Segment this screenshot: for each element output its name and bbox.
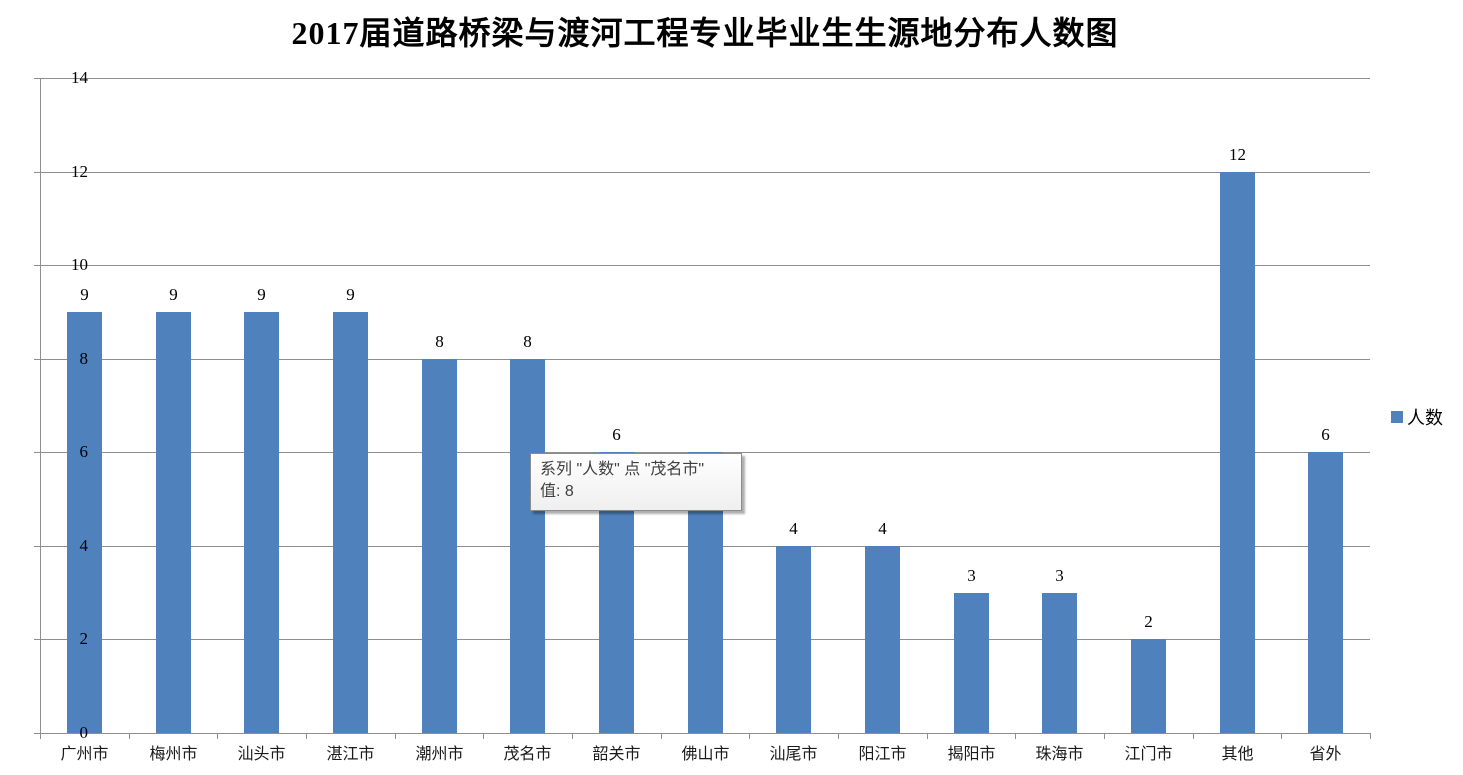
x-axis-tick (217, 733, 218, 739)
x-axis-label[interactable]: 汕头市 (237, 746, 286, 763)
y-axis-tick (34, 733, 40, 734)
y-axis-tick-label: 10 (71, 255, 88, 274)
legend-marker-icon (1391, 411, 1403, 423)
y-axis-tick-label: 2 (79, 629, 89, 648)
bar-value-label: 6 (612, 425, 621, 444)
plot-area: 9 9 9 9 8 8 6 4 4 3 3 2 12 6 (34, 78, 1371, 739)
bar-省外[interactable] (1308, 452, 1343, 733)
bar-value-label: 9 (169, 285, 178, 304)
gridline (40, 733, 1370, 734)
x-axis-label[interactable]: 揭阳市 (947, 746, 996, 763)
bar-阳江市[interactable] (865, 546, 900, 733)
x-axis-tick (395, 733, 396, 739)
x-axis-tick (572, 733, 573, 739)
y-axis-tick (34, 546, 40, 547)
bar-value-label: 4 (789, 519, 798, 538)
bar-梅州市[interactable] (156, 312, 191, 733)
bar-江门市[interactable] (1131, 639, 1166, 733)
x-axis-tick (129, 733, 130, 739)
bar-value-label: 3 (1055, 566, 1064, 585)
bar-value-label: 2 (1144, 612, 1153, 631)
bar-value-label: 9 (257, 285, 266, 304)
y-axis-tick-label: 6 (79, 442, 89, 461)
x-axis-tick (1281, 733, 1282, 739)
bar-value-label: 4 (878, 519, 887, 538)
y-axis-tick-label: 0 (79, 723, 89, 742)
x-axis-label[interactable]: 湛江市 (326, 746, 375, 763)
bar-value-label: 8 (523, 332, 532, 351)
x-axis-label[interactable]: 佛山市 (681, 746, 730, 763)
bar-汕头市[interactable] (244, 312, 279, 733)
legend[interactable]: 人数 (1391, 404, 1443, 430)
y-axis-tick (34, 265, 40, 266)
x-axis-tick (927, 733, 928, 739)
tooltip-value-line: 值: 8 (540, 483, 574, 500)
y-axis-tick-label: 8 (79, 349, 89, 368)
x-axis-tick (838, 733, 839, 739)
bar-value-label: 3 (967, 566, 976, 585)
legend-label: 人数 (1407, 408, 1443, 428)
bar-汕尾市[interactable] (776, 546, 811, 733)
x-axis-label[interactable]: 阳江市 (858, 746, 907, 763)
bar-value-label: 12 (1229, 145, 1246, 164)
x-axis-label[interactable]: 梅州市 (149, 746, 198, 763)
datapoint-tooltip: 系列 "人数" 点 "茂名市" 值: 8 (530, 453, 742, 511)
x-axis-label[interactable]: 韶关市 (592, 746, 641, 763)
x-axis-label[interactable]: 省外 (1309, 746, 1342, 763)
bar-湛江市[interactable] (333, 312, 368, 733)
bar-广州市[interactable] (67, 312, 102, 733)
x-axis-label[interactable]: 茂名市 (503, 746, 552, 763)
x-axis-tick (1015, 733, 1016, 739)
y-axis-tick (34, 78, 40, 79)
y-axis-tick (34, 172, 40, 173)
x-axis-tick (661, 733, 662, 739)
x-axis-label[interactable]: 江门市 (1124, 746, 1173, 763)
x-axis-tick (749, 733, 750, 739)
x-axis-label[interactable]: 潮州市 (415, 746, 464, 763)
x-axis-label[interactable]: 珠海市 (1035, 746, 1084, 763)
gridline (40, 172, 1370, 173)
bar-潮州市[interactable] (422, 359, 457, 733)
y-axis-line (40, 78, 41, 733)
bar-珠海市[interactable] (1042, 593, 1077, 733)
chart-title: 2017届道路桥梁与渡河工程专业毕业生生源地分布人数图 (291, 15, 1119, 51)
x-axis-label[interactable]: 广州市 (60, 746, 109, 763)
bar-value-label: 9 (80, 285, 89, 304)
bar-value-label: 9 (346, 285, 355, 304)
x-axis-tick (306, 733, 307, 739)
tooltip-series-line: 系列 "人数" 点 "茂名市" (540, 461, 705, 478)
gridline (40, 359, 1370, 360)
x-axis-tick (1104, 733, 1105, 739)
y-axis-tick (34, 359, 40, 360)
x-axis-tick (1193, 733, 1194, 739)
bar-其他[interactable] (1220, 172, 1255, 733)
x-axis-label[interactable]: 其他 (1221, 746, 1254, 763)
gridline (40, 78, 1370, 79)
x-axis-tick (40, 733, 41, 739)
gridline (40, 265, 1370, 266)
bar-value-label: 6 (1321, 425, 1330, 444)
y-axis-tick-label: 14 (71, 68, 88, 87)
y-axis-tick-label: 4 (79, 536, 89, 555)
bar-揭阳市[interactable] (954, 593, 989, 733)
y-axis-tick-label: 12 (71, 162, 88, 181)
x-axis-tick (1370, 733, 1371, 739)
x-axis-label[interactable]: 汕尾市 (769, 746, 818, 763)
y-axis-tick (34, 639, 40, 640)
x-axis-tick (483, 733, 484, 739)
bar-value-label: 8 (435, 332, 444, 351)
y-axis-tick (34, 452, 40, 453)
bar-茂名市[interactable] (510, 359, 545, 733)
